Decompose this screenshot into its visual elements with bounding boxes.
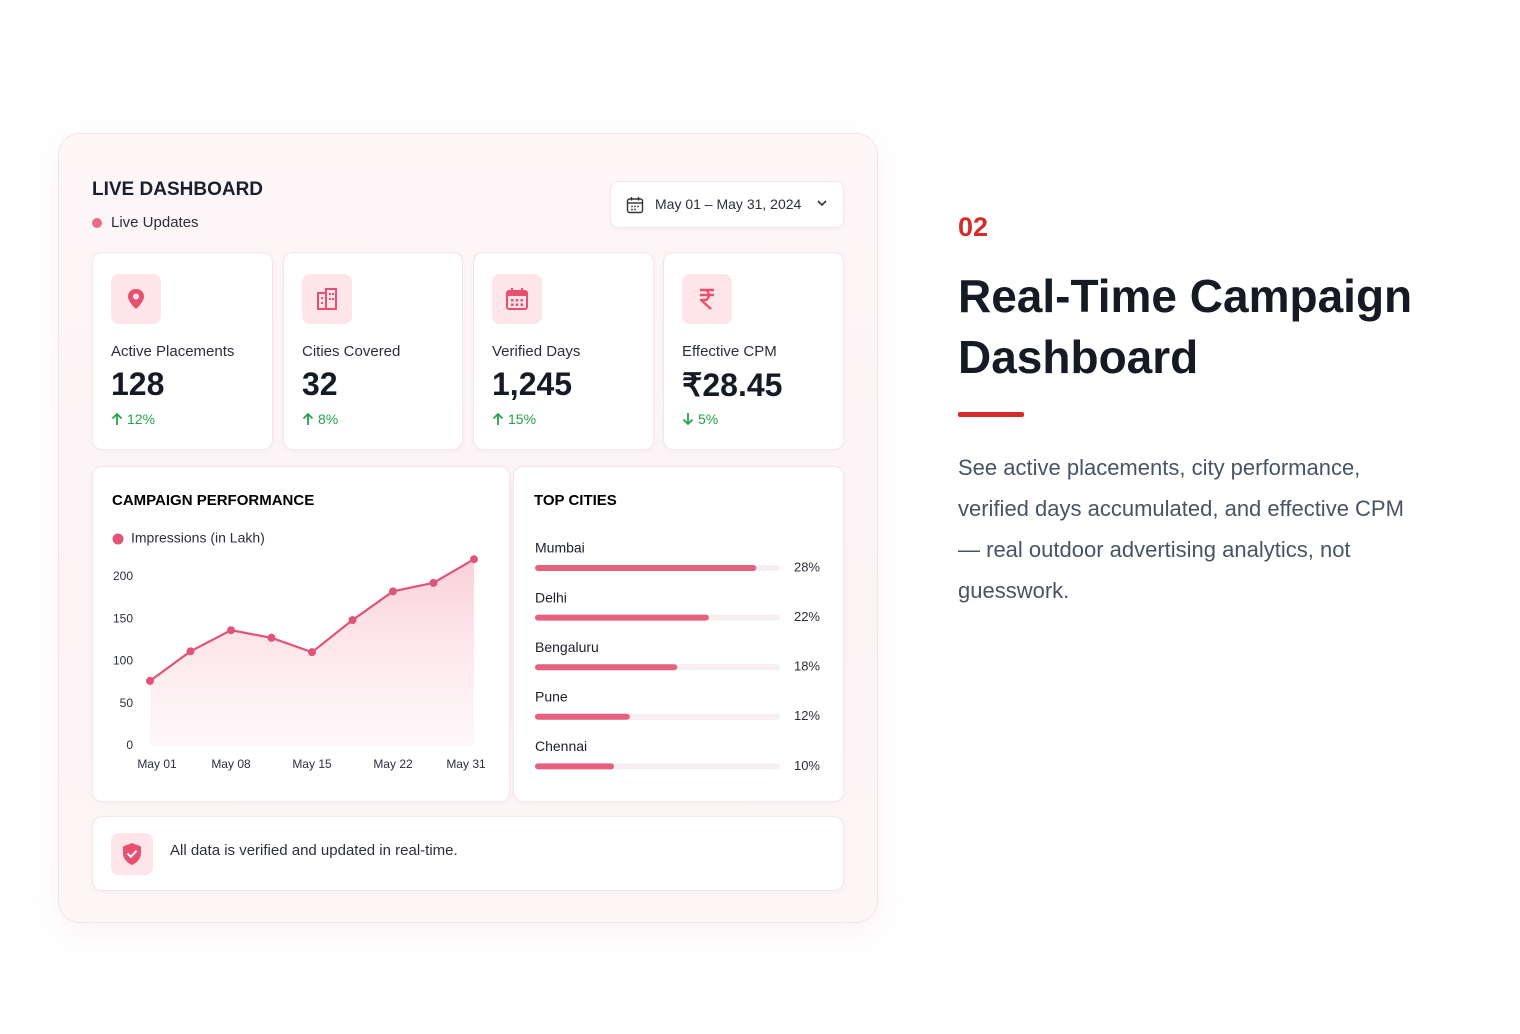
point xyxy=(227,626,235,635)
category-label: Mumbai xyxy=(535,540,585,556)
y-tick-label: 150 xyxy=(113,611,133,625)
bar xyxy=(535,713,630,720)
bar xyxy=(535,614,709,621)
point xyxy=(389,587,397,596)
bar xyxy=(535,565,757,571)
stat-label: Active Placements xyxy=(111,343,235,360)
date-picker[interactable]: May 01 – May 31, 2024 xyxy=(610,181,844,228)
category-label: Pune xyxy=(535,689,568,705)
value-label: 10% xyxy=(794,758,820,773)
point xyxy=(146,676,154,685)
value-label: 12% xyxy=(794,708,820,723)
section-title: Real-Time Campaign Dashboard xyxy=(958,270,1413,383)
stat-value: 128 xyxy=(111,366,165,402)
x-tick-label: May 22 xyxy=(373,757,413,771)
value-label: 22% xyxy=(794,609,820,624)
point xyxy=(429,578,438,587)
arrow-path xyxy=(492,412,504,425)
section-number: 02 xyxy=(958,212,989,242)
dashboard-title: LIVE DASHBOARD xyxy=(92,179,264,200)
cities-card xyxy=(513,466,844,802)
stat-icon xyxy=(492,274,542,324)
point xyxy=(267,633,276,642)
shield-icon xyxy=(111,833,153,875)
y-tick-label: 200 xyxy=(113,569,133,583)
chevron xyxy=(817,200,827,207)
bar xyxy=(535,763,615,770)
chart-title: TOP CITIES xyxy=(534,492,617,509)
legend-label: Impressions (in Lakh) xyxy=(131,530,265,546)
trend-arrow xyxy=(492,412,504,425)
arrow-path xyxy=(682,413,694,426)
footer-card: All data is verified and updated in real… xyxy=(92,816,844,891)
stat-value: 32 xyxy=(302,366,338,402)
y-tick-label: 100 xyxy=(113,654,133,668)
calendar-icon xyxy=(626,197,644,214)
stat-icon xyxy=(302,274,352,324)
point xyxy=(308,648,316,657)
stat-change: 12% xyxy=(127,411,156,427)
y-tick-label: 50 xyxy=(120,696,134,710)
category-label: Chennai xyxy=(535,738,587,754)
trend-arrow xyxy=(302,412,314,425)
x-tick-label: May 15 xyxy=(292,757,332,771)
legend-swatch xyxy=(112,533,124,545)
stat-card: Effective CPM ₹28.45 5% xyxy=(663,252,844,450)
category-label: Bengaluru xyxy=(535,639,599,655)
stat-icon xyxy=(682,274,732,324)
stat-label: Cities Covered xyxy=(302,343,401,360)
accent-bar xyxy=(958,412,1024,417)
bar xyxy=(535,664,678,671)
stat-card: Active Placements 128 12% xyxy=(92,252,273,450)
x-tick-label: May 31 xyxy=(446,757,486,771)
point xyxy=(470,555,478,564)
point xyxy=(348,616,357,625)
section-description: See active placements, city performance,… xyxy=(958,455,1404,603)
date-range: May 01 – May 31, 2024 xyxy=(655,196,802,212)
stat-change: 5% xyxy=(698,411,719,427)
x-tick-label: May 08 xyxy=(211,757,251,771)
value-label: 18% xyxy=(794,659,820,674)
stat-value: ₹28.45 xyxy=(682,367,783,403)
live-status: Live Updates xyxy=(111,214,199,231)
stat-change: 15% xyxy=(508,411,537,427)
trend-arrow xyxy=(111,412,123,425)
stat-change: 8% xyxy=(318,411,339,427)
live-dot xyxy=(92,218,102,228)
category-label: Delhi xyxy=(535,589,567,605)
footer-text: All data is verified and updated in real… xyxy=(170,842,458,859)
stat-icon xyxy=(111,274,161,324)
arrow-path xyxy=(302,412,314,425)
point xyxy=(186,647,195,656)
stat-label: Effective CPM xyxy=(682,343,777,360)
trend-arrow xyxy=(682,413,694,426)
y-tick-label: 0 xyxy=(126,738,133,752)
stat-card: Cities Covered 32 8% xyxy=(283,252,463,450)
chart-title: CAMPAIGN PERFORMANCE xyxy=(112,492,314,509)
stat-card: Verified Days 1,245 15% xyxy=(473,252,654,450)
arrow-path xyxy=(111,412,123,425)
x-tick-label: May 01 xyxy=(137,757,177,771)
value-label: 28% xyxy=(794,559,820,574)
stat-value: 1,245 xyxy=(492,366,573,402)
stat-label: Verified Days xyxy=(492,343,581,360)
